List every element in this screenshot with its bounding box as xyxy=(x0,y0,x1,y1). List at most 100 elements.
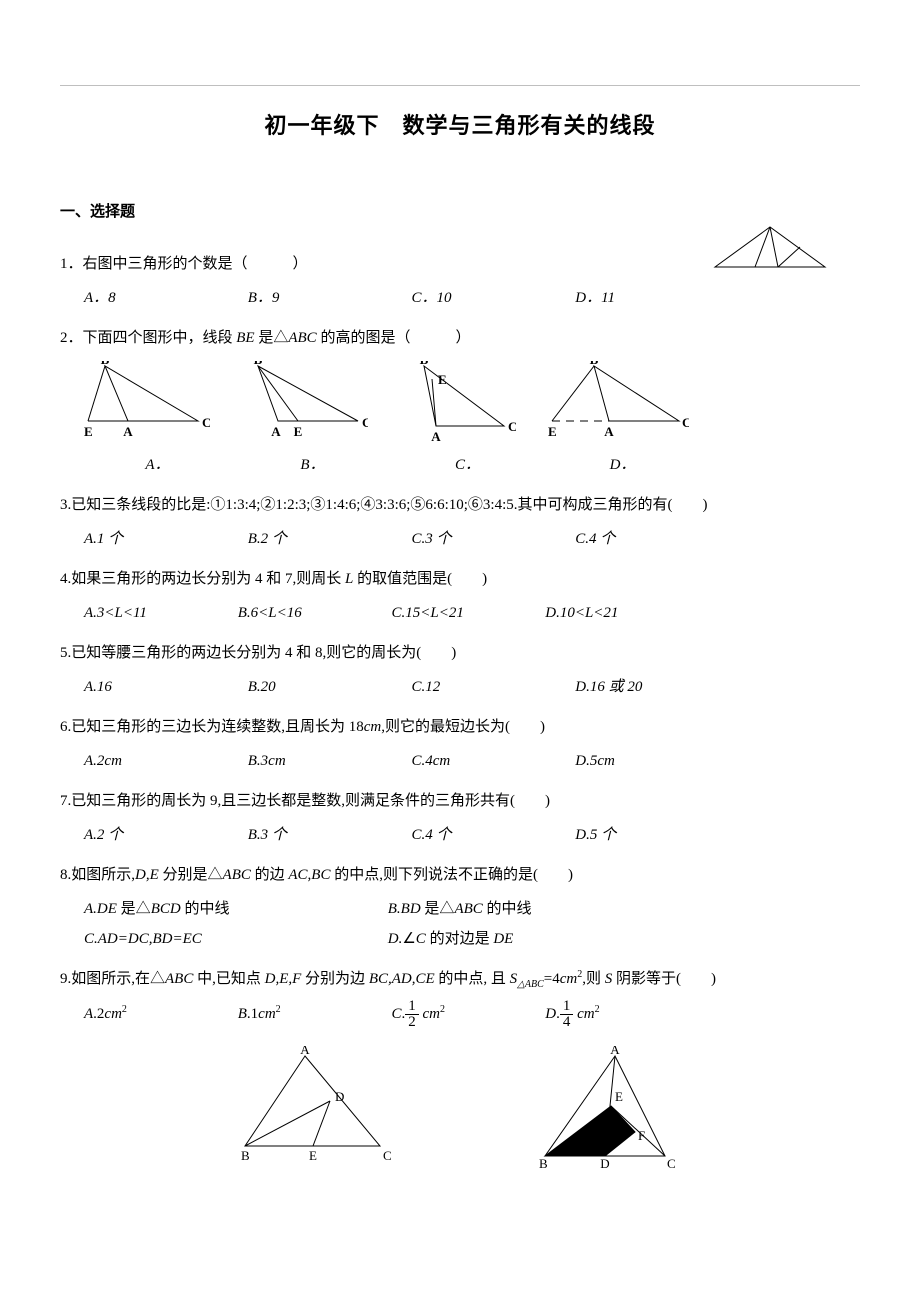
svg-text:E: E xyxy=(615,1089,623,1104)
q7-options: A.2 个 B.3 个 C.4 个 D.5 个 xyxy=(60,820,860,850)
q6-opt-a: A.2cm xyxy=(84,746,244,776)
q5-opt-d: D.16 或 20 xyxy=(575,672,735,702)
q5-stem: 5.已知等腰三角形的两边长分别为 4 和 8,则它的周长为( ) xyxy=(60,638,860,668)
question-3: 3.已知三条线段的比是:①1:3:4;②1:2:3;③1:4:6;④3:3:6;… xyxy=(60,490,860,554)
q4-opt-c: C.15<L<21 xyxy=(392,598,542,628)
svg-text:D: D xyxy=(335,1089,344,1104)
q7-opt-c: C.4 个 xyxy=(412,820,572,850)
q4-opt-d: D.10<L<21 xyxy=(545,598,695,628)
q9-opt-a: A.2cm2 xyxy=(84,999,234,1029)
q8-figure: A B C D E xyxy=(235,1046,395,1176)
q5-options: A.16 B.20 C.12 D.16 或 20 xyxy=(60,672,860,702)
svg-text:B: B xyxy=(101,361,110,367)
q7-stem: 7.已知三角形的周长为 9,且三边长都是整数,则满足条件的三角形共有( ) xyxy=(60,786,860,816)
q9-opt-c: C.12 cm2 xyxy=(392,999,542,1030)
q3-options: A.1 个 B.2 个 C.3 个 C.4 个 xyxy=(60,524,860,554)
question-5: 5.已知等腰三角形的两边长分别为 4 和 8,则它的周长为( ) A.16 B.… xyxy=(60,638,860,702)
q2-label-d: D． xyxy=(545,450,700,480)
q9-stem: 9.如图所示,在△ABC 中,已知点 D,E,F 分别为边 BC,AD,CE 的… xyxy=(60,964,860,995)
q2-label-c: C． xyxy=(390,450,545,480)
svg-text:E: E xyxy=(84,424,93,439)
q2-stem: 2．下面四个图形中，线段 BE 是△ABC 的高的图是（ ） xyxy=(60,323,860,353)
q6-opt-d: D.5cm xyxy=(575,746,735,776)
svg-text:A: A xyxy=(604,424,614,439)
svg-text:A: A xyxy=(431,429,441,444)
bottom-figures: A B C D E A B C D E F xyxy=(60,1046,860,1176)
q2-fig-a: B A C E xyxy=(80,361,210,446)
q3-opt-c: C.3 个 xyxy=(412,524,572,554)
q5-opt-a: A.16 xyxy=(84,672,244,702)
q6-options: A.2cm B.3cm C.4cm D.5cm xyxy=(60,746,860,776)
q9-figure: A B C D E F xyxy=(535,1046,685,1176)
q4-opt-a: A.3<L<11 xyxy=(84,598,234,628)
q6-opt-b: B.3cm xyxy=(248,746,408,776)
q2-fig-d: B A C E xyxy=(544,361,689,446)
svg-text:E: E xyxy=(548,424,557,439)
svg-text:B: B xyxy=(241,1148,250,1163)
question-6: 6.已知三角形的三边长为连续整数,且周长为 18cm,则它的最短边长为( ) A… xyxy=(60,712,860,776)
svg-text:B: B xyxy=(254,361,263,367)
svg-text:C: C xyxy=(362,415,368,430)
q2-fig-c: B A C E xyxy=(396,361,516,446)
q9-opt-d: D.14 cm2 xyxy=(545,999,695,1030)
svg-text:C: C xyxy=(682,415,689,430)
svg-text:E: E xyxy=(309,1148,317,1163)
svg-text:A: A xyxy=(123,424,133,439)
question-4: 4.如果三角形的两边长分别为 4 和 7,则周长 L 的取值范围是( ) A.3… xyxy=(60,564,860,628)
question-2: 2．下面四个图形中，线段 BE 是△ABC 的高的图是（ ） B A C E xyxy=(60,323,860,480)
q4-opt-b: B.6<L<16 xyxy=(238,598,388,628)
q9-options: A.2cm2 B.1cm2 C.12 cm2 D.14 cm2 xyxy=(60,999,860,1030)
question-7: 7.已知三角形的周长为 9,且三边长都是整数,则满足条件的三角形共有( ) A.… xyxy=(60,786,860,850)
q2-fig-b: B A C E xyxy=(238,361,368,446)
svg-text:A: A xyxy=(300,1046,310,1057)
q9-opt-b: B.1cm2 xyxy=(238,999,388,1029)
q8-opt-d: D.∠C 的对边是 DE xyxy=(388,924,688,954)
worksheet-page: 初一年级下 数学与三角形有关的线段 一、选择题 1．右图中三角形的个数是（ ） … xyxy=(0,0,920,1302)
q7-opt-b: B.3 个 xyxy=(248,820,408,850)
q1-figure xyxy=(710,222,840,282)
q5-opt-c: C.12 xyxy=(412,672,572,702)
q7-opt-a: A.2 个 xyxy=(84,820,244,850)
svg-text:C: C xyxy=(667,1156,676,1171)
q2-figures: B A C E B A C E xyxy=(60,361,860,446)
q6-stem: 6.已知三角形的三边长为连续整数,且周长为 18cm,则它的最短边长为( ) xyxy=(60,712,860,742)
q1-opt-c: C．10 xyxy=(412,283,572,313)
svg-text:E: E xyxy=(438,372,447,387)
q2-option-labels: A． B． C． D． xyxy=(60,450,860,480)
svg-text:C: C xyxy=(383,1148,392,1163)
q7-opt-d: D.5 个 xyxy=(575,820,735,850)
q3-opt-b: B.2 个 xyxy=(248,524,408,554)
q3-opt-a: A.1 个 xyxy=(84,524,244,554)
q2-label-a: A． xyxy=(80,450,235,480)
q3-stem: 3.已知三条线段的比是:①1:3:4;②1:2:3;③1:4:6;④3:3:6;… xyxy=(60,490,860,520)
q1-opt-d: D．11 xyxy=(575,283,735,313)
svg-text:B: B xyxy=(420,361,429,367)
q3-opt-d: C.4 个 xyxy=(575,524,735,554)
q8-opt-c: C.AD=DC,BD=EC xyxy=(84,924,384,954)
svg-text:E: E xyxy=(294,424,303,439)
q6-opt-c: C.4cm xyxy=(412,746,572,776)
q1-opt-b: B．9 xyxy=(248,283,408,313)
q1-opt-a: A．8 xyxy=(84,283,244,313)
q2-label-b: B． xyxy=(235,450,390,480)
q8-opt-b: B.BD 是△ABC 的中线 xyxy=(388,894,688,924)
top-divider xyxy=(60,85,860,86)
svg-text:C: C xyxy=(202,415,210,430)
svg-text:F: F xyxy=(638,1128,645,1143)
q5-opt-b: B.20 xyxy=(248,672,408,702)
q4-stem: 4.如果三角形的两边长分别为 4 和 7,则周长 L 的取值范围是( ) xyxy=(60,564,860,594)
q1-options: A．8 B．9 C．10 D．11 xyxy=(60,283,860,313)
q8-options: A.DE 是△BCD 的中线 B.BD 是△ABC 的中线 C.AD=DC,BD… xyxy=(60,894,860,954)
svg-text:D: D xyxy=(600,1156,609,1171)
q8-opt-a: A.DE 是△BCD 的中线 xyxy=(84,894,384,924)
svg-text:B: B xyxy=(590,361,599,367)
page-title: 初一年级下 数学与三角形有关的线段 xyxy=(60,108,860,140)
section-heading: 一、选择题 xyxy=(60,200,860,221)
svg-text:B: B xyxy=(539,1156,548,1171)
question-9: 9.如图所示,在△ABC 中,已知点 D,E,F 分别为边 BC,AD,CE 的… xyxy=(60,964,860,1030)
svg-text:C: C xyxy=(508,419,516,434)
q8-stem: 8.如图所示,D,E 分别是△ABC 的边 AC,BC 的中点,则下列说法不正确… xyxy=(60,860,860,890)
svg-text:A: A xyxy=(610,1046,620,1057)
q4-options: A.3<L<11 B.6<L<16 C.15<L<21 D.10<L<21 xyxy=(60,598,860,628)
svg-text:A: A xyxy=(271,424,281,439)
